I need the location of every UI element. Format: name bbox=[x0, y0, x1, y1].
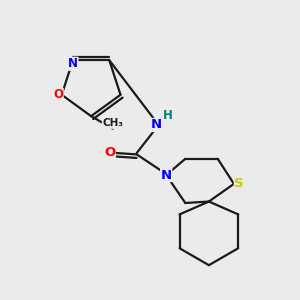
Text: N: N bbox=[150, 118, 161, 131]
Text: O: O bbox=[104, 146, 115, 159]
Text: CH₃: CH₃ bbox=[102, 118, 123, 128]
Text: N: N bbox=[160, 169, 172, 182]
Text: H: H bbox=[163, 109, 173, 122]
Text: N: N bbox=[68, 57, 78, 70]
Text: O: O bbox=[53, 88, 63, 101]
Text: S: S bbox=[234, 177, 244, 190]
